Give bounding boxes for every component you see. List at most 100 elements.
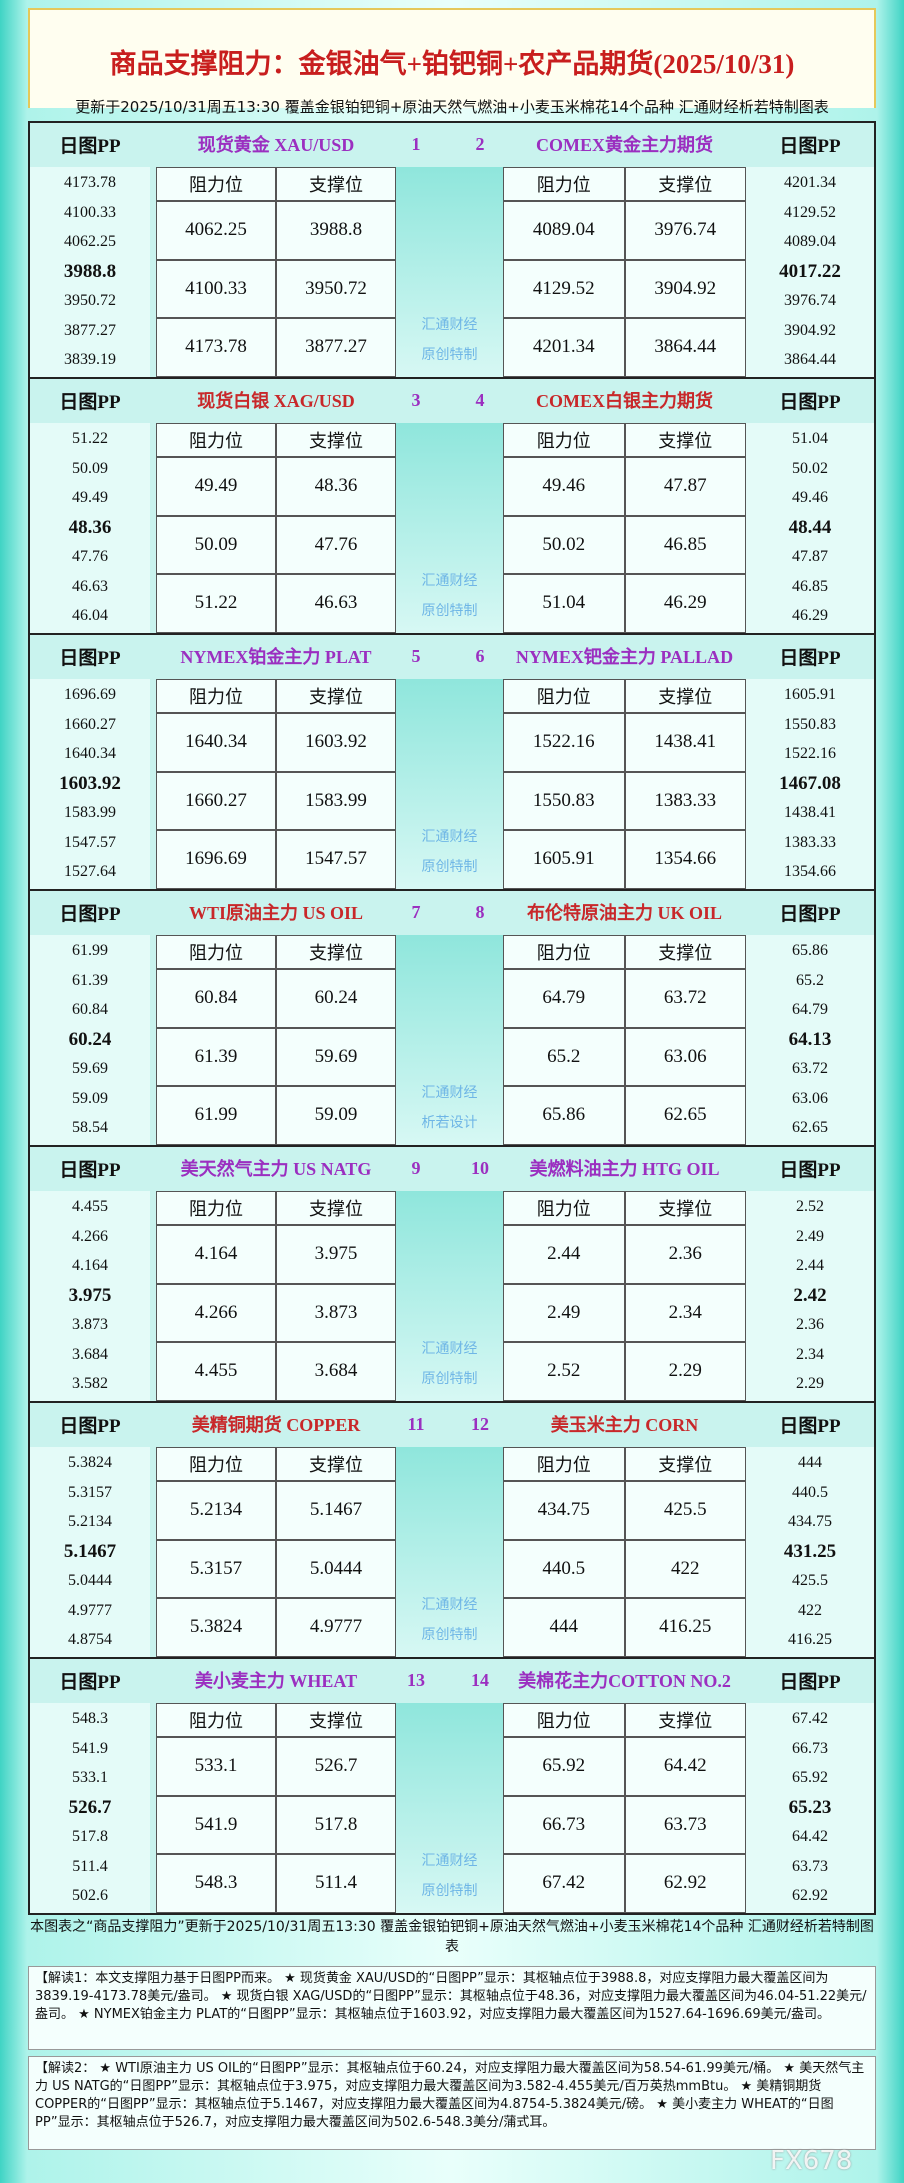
table-cell: 3.684 [276,1342,396,1401]
table-header: 支撑位 [624,1703,746,1737]
watermark-text: 汇通财经 [421,1854,478,1869]
table-cell: 61.99 [156,1086,276,1145]
table-cell: 2.34 [624,1283,746,1343]
pp-column [30,679,150,889]
pp-value: 1696.69 [64,686,116,703]
pp-value: 61.99 [72,942,108,959]
table-cell: 2.44 [503,1225,625,1284]
block-bottom-border [28,1913,876,1915]
table-cell: 4.164 [156,1225,276,1284]
table-cell: 46.29 [624,574,746,633]
table-cell: 66.73 [503,1795,625,1855]
block-number: 4 [475,389,485,410]
pp-value: 3904.92 [784,321,836,339]
table-cell: 4.455 [156,1342,276,1401]
instrument-name: 现货黄金 XAU/USD [197,135,355,155]
pp-value: 2.34 [796,1345,824,1363]
table-cell: 46.85 [624,515,746,575]
table-cell: 59.69 [276,1027,396,1087]
table-header: 阻力位 [503,1703,625,1737]
pp-value: 51.04 [792,430,828,447]
instrument-name: 布伦特原油主力 UK OIL [526,903,722,923]
note: 【解读1：本文支撑阻力基于日图PP而来。 ★ 现货黄金 XAU/USD的“日图P… [28,1966,876,2050]
pp-column [746,423,874,633]
table-header: 支撑位 [624,1191,746,1225]
pp-value: 422 [798,1601,822,1619]
pp-label: 日图PP [59,647,121,669]
watermark-text: 原创特制 [421,1372,478,1387]
watermark-text: 汇通财经 [421,574,478,589]
table-header: 阻力位 [503,423,625,457]
block-number: 12 [471,1413,489,1434]
table-cell: 3.873 [276,1283,396,1343]
pp-value: 4089.04 [784,233,836,250]
table-cell: 4173.78 [156,318,276,377]
pp-label: 日图PP [59,1671,121,1693]
pp-value: 65.92 [792,1769,828,1786]
pp-value: 64.79 [792,1001,828,1018]
table-cell: 4.9777 [276,1598,396,1657]
table-cell: 3.975 [276,1225,396,1284]
table-header: 支撑位 [624,1447,746,1481]
watermark-text: 汇通财经 [421,1598,478,1613]
block-number: 2 [475,133,485,154]
table-cell: 3988.8 [276,201,396,260]
table-cell: 4201.34 [503,318,625,377]
table-cell: 65.2 [503,1027,625,1087]
table-cell: 65.86 [503,1086,625,1145]
middle-column [396,1703,503,1913]
pp-column [30,423,150,633]
table-cell: 2.36 [624,1225,746,1284]
instrument-name: 美燃料油主力 HTG OIL [529,1159,720,1179]
pp-value: 64.13 [788,1028,832,1050]
pp-label: 日图PP [779,135,841,157]
table-cell: 63.06 [624,1027,746,1087]
table-header: 支撑位 [276,1447,396,1481]
middle-column [396,1447,503,1657]
pp-value: 4017.22 [779,260,841,282]
pp-column [746,679,874,889]
block-number: 10 [471,1157,489,1178]
table-header: 支撑位 [276,679,396,713]
watermark-text: 汇通财经 [421,318,478,333]
table-cell: 65.92 [503,1737,625,1796]
block-number: 5 [411,645,421,666]
pp-label: 日图PP [779,647,841,669]
table-header: 支撑位 [276,1191,396,1225]
pp-value: 46.63 [72,577,108,595]
table-cell: 62.65 [624,1086,746,1145]
pp-value: 3.873 [72,1316,108,1333]
table-cell: 49.46 [503,457,625,516]
table-cell: 2.49 [503,1283,625,1343]
pp-value: 3864.44 [784,351,836,368]
table-cell: 2.29 [624,1342,746,1401]
pp-value: 66.73 [792,1739,828,1757]
pp-value: 63.72 [792,1060,828,1077]
table-header: 支撑位 [624,935,746,969]
pp-value: 59.69 [72,1060,108,1077]
pp-value: 4.164 [72,1257,108,1274]
table-cell: 1550.83 [503,771,625,831]
title: 商品支撑阻力：金银油气+铂钯铜+农产品期货(2025/10/31) [109,48,795,79]
table-cell: 425.5 [624,1481,746,1540]
table-cell: 1547.57 [276,830,396,889]
table-cell: 526.7 [276,1737,396,1796]
table-cell: 1354.66 [624,830,746,889]
watermark: FX678 [770,2146,853,2176]
pp-label: 日图PP [779,1159,841,1181]
pp-value: 4201.34 [784,174,836,191]
pp-value: 51.22 [72,430,108,447]
pp-value: 3.975 [68,1284,112,1306]
pp-value: 3988.8 [63,260,117,282]
table-cell: 3950.72 [276,259,396,319]
watermark-text: 汇通财经 [421,830,478,845]
pp-value: 3877.27 [64,321,116,339]
pp-value: 50.09 [72,459,108,477]
pp-value: 3.684 [72,1345,108,1363]
pp-value: 4062.25 [64,233,116,250]
table-cell: 541.9 [156,1795,276,1855]
pp-value: 48.36 [68,516,112,538]
table-cell: 67.42 [503,1854,625,1913]
watermark-text: 原创特制 [421,860,478,875]
pp-value: 1583.99 [64,804,116,821]
